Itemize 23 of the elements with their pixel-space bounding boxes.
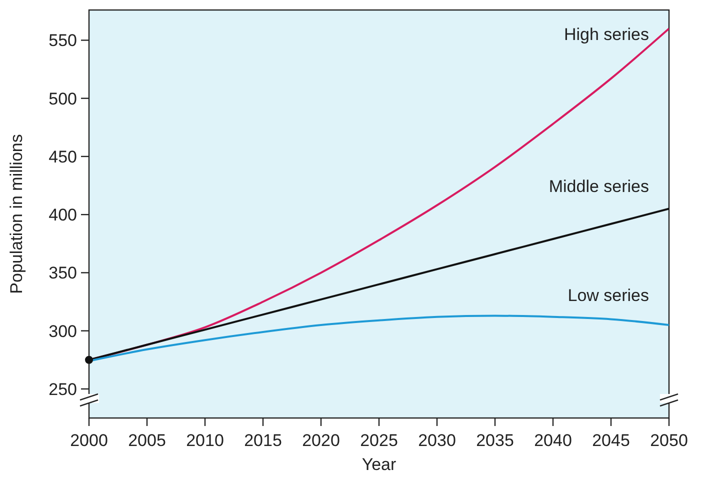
x-tick-label: 2030 bbox=[418, 431, 456, 450]
series-label: High series bbox=[564, 25, 649, 44]
series-label: Low series bbox=[568, 286, 649, 306]
y-tick-label: 350 bbox=[48, 264, 77, 283]
x-tick-label: 2025 bbox=[360, 431, 398, 450]
y-tick-label: 400 bbox=[48, 206, 77, 225]
x-tick-label: 2050 bbox=[650, 431, 688, 450]
x-tick-label: 2000 bbox=[70, 431, 108, 450]
x-tick-label: 2015 bbox=[244, 431, 282, 450]
x-tick-label: 2005 bbox=[128, 431, 166, 450]
y-tick-label: 300 bbox=[48, 322, 77, 341]
x-tick-label: 2035 bbox=[476, 431, 514, 450]
y-tick-label: 250 bbox=[48, 380, 77, 399]
x-axis-title: Year bbox=[362, 455, 397, 474]
y-tick-label: 500 bbox=[48, 89, 77, 108]
x-tick-label: 2045 bbox=[592, 431, 630, 450]
series-label: Middle series bbox=[548, 176, 649, 196]
y-tick-label: 550 bbox=[48, 31, 77, 50]
x-tick-label: 2020 bbox=[302, 431, 340, 450]
x-tick-label: 2010 bbox=[186, 431, 224, 450]
y-axis-title: Population in millions bbox=[7, 134, 26, 294]
x-tick-label: 2040 bbox=[534, 431, 572, 450]
y-tick-label: 450 bbox=[48, 147, 77, 166]
